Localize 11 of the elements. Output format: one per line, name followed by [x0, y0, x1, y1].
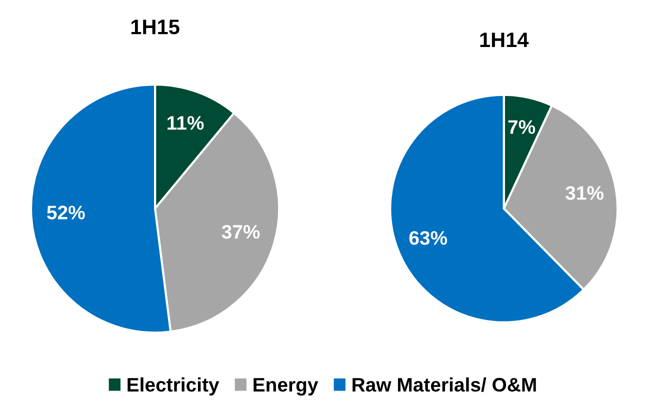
legend-label: Energy: [254, 378, 318, 396]
data-label: 7%: [508, 120, 536, 134]
data-label: 31%: [566, 186, 604, 200]
chart-title: 1H15: [131, 20, 180, 34]
data-label: 52%: [47, 206, 85, 220]
data-label: 37%: [222, 224, 260, 239]
data-label: 63%: [409, 231, 448, 245]
legend-label: Raw Materials/ O&M: [352, 377, 536, 392]
data-label: 11%: [168, 116, 204, 130]
chart-title: 1H14: [480, 32, 529, 48]
legend-label: Electricity: [128, 377, 220, 396]
